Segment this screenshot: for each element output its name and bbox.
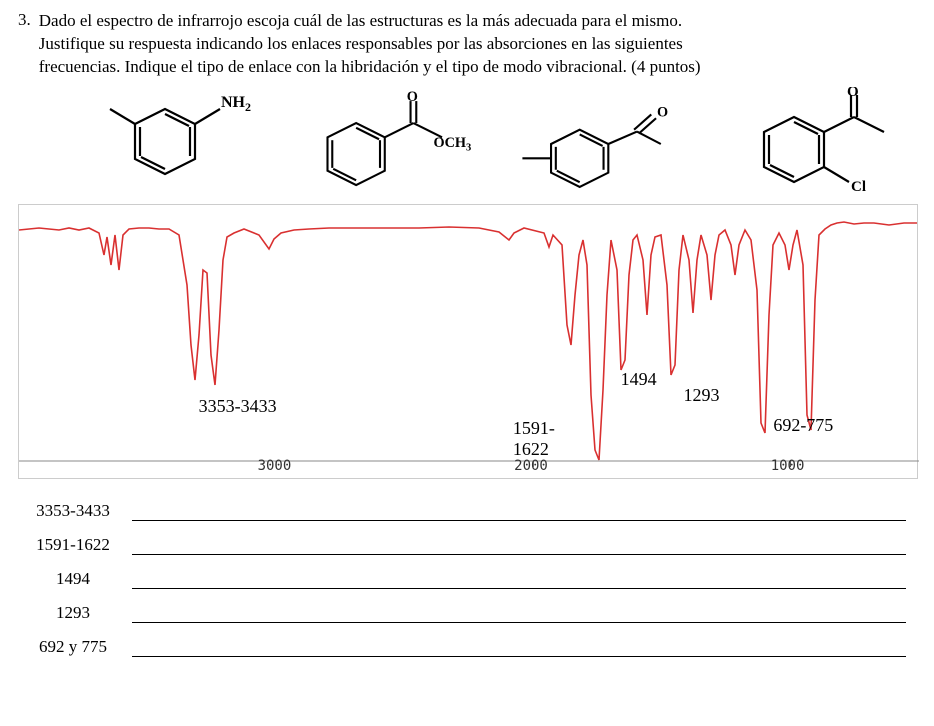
answer-blank-line[interactable] bbox=[132, 503, 906, 521]
x-axis-tick: 3000 bbox=[258, 458, 292, 474]
svg-text:O: O bbox=[847, 87, 859, 100]
answer-blank-line[interactable] bbox=[132, 571, 906, 589]
question-text: Dado el espectro de infrarrojo escoja cu… bbox=[39, 10, 701, 79]
x-axis-tick: 1000 bbox=[771, 458, 805, 474]
answer-row: 1293 bbox=[22, 603, 916, 623]
answer-blank-line[interactable] bbox=[132, 537, 906, 555]
question-block: 3. Dado el espectro de infrarrojo escoja… bbox=[18, 10, 916, 79]
answer-blank-line[interactable] bbox=[132, 639, 906, 657]
svg-text:NH2: NH2 bbox=[221, 94, 251, 114]
answer-row: 3353-3433 bbox=[22, 501, 916, 521]
svg-text:Cl: Cl bbox=[851, 179, 866, 195]
peak-label: 1591-1622 bbox=[513, 418, 555, 460]
answer-blank-line[interactable] bbox=[132, 605, 906, 623]
peak-label: 692-775 bbox=[773, 415, 833, 436]
ir-spectrum-chart: 3353-3433 1591-1622 1494 1293 692-775 3000 20… bbox=[18, 204, 918, 479]
structure-4: O Cl bbox=[704, 87, 914, 202]
structure-2: O OCH3 bbox=[275, 87, 485, 202]
answer-row: 692 y 775 bbox=[22, 637, 916, 657]
x-axis-tick: 2000 bbox=[514, 458, 548, 474]
answer-section: 3353-3433 1591-1622 1494 1293 692 y 775 bbox=[22, 501, 916, 657]
answer-frequency-label: 3353-3433 bbox=[22, 501, 132, 521]
peak-label: 1494 bbox=[621, 369, 657, 390]
question-number: 3. bbox=[18, 10, 31, 79]
answer-row: 1591-1622 bbox=[22, 535, 916, 555]
structures-row: NH2 O OCH3 bbox=[58, 87, 916, 202]
peak-label: 1293 bbox=[684, 385, 720, 406]
qtext-line3: frecuencias. Indique el tipo de enlace c… bbox=[39, 57, 701, 76]
answer-row: 1494 bbox=[22, 569, 916, 589]
svg-text:OCH3: OCH3 bbox=[433, 135, 471, 154]
answer-frequency-label: 1293 bbox=[22, 603, 132, 623]
svg-text:O: O bbox=[406, 89, 417, 105]
answer-frequency-label: 1591-1622 bbox=[22, 535, 132, 555]
qtext-line2: Justifique su respuesta indicando los en… bbox=[39, 34, 683, 53]
svg-text:O: O bbox=[657, 105, 668, 121]
answer-frequency-label: 692 y 775 bbox=[22, 637, 132, 657]
peak-label: 3353-3433 bbox=[199, 396, 277, 417]
structure-1: NH2 bbox=[60, 87, 270, 202]
answer-frequency-label: 1494 bbox=[22, 569, 132, 589]
qtext-line1: Dado el espectro de infrarrojo escoja cu… bbox=[39, 11, 682, 30]
structure-3: O bbox=[489, 87, 699, 202]
